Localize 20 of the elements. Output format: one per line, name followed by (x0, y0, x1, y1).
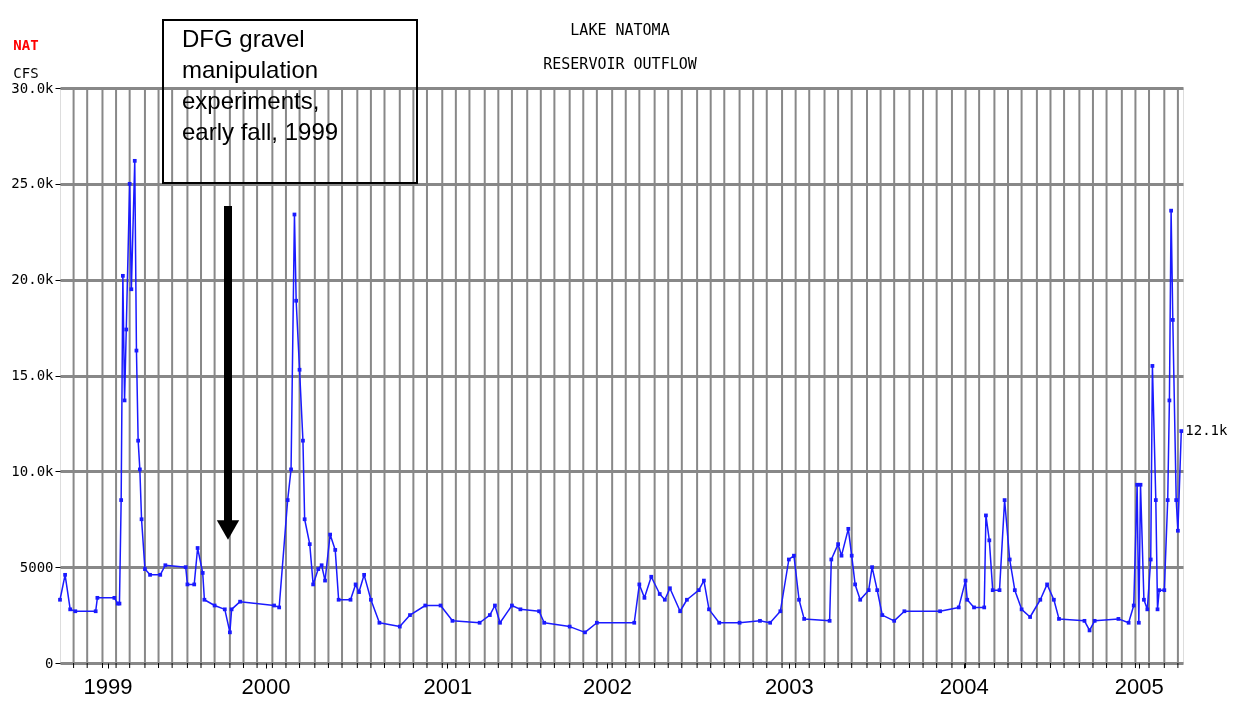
y-tick-label: 20.0k (11, 271, 55, 288)
x-tick-label: 2001 (423, 673, 473, 699)
y-tick-label: 30.0k (11, 79, 55, 96)
y-tick-label: 25.0k (11, 175, 55, 192)
chart-title: LAKE NATOMA (570, 21, 670, 39)
x-tick-label: 2002 (583, 673, 633, 699)
x-tick-label: 2005 (1114, 673, 1164, 699)
annotation: 12.1k (1185, 422, 1229, 439)
y-tick-label: 5000 (19, 558, 54, 575)
y-axis-title: CFS (13, 65, 39, 81)
y-tick-label: 15.0k (11, 367, 55, 383)
x-tick-label: 2003 (764, 673, 814, 699)
x-tick-label: 2004 (939, 673, 989, 699)
y-tick-label: 0 (45, 654, 54, 671)
x-tick-label: 1999 (83, 673, 133, 699)
text: NAT (13, 37, 39, 53)
y-tick-label: 10.0k (11, 462, 55, 479)
annotation: DFG gravel manipulation experiments, early fall, 1999 (182, 25, 339, 145)
chart-subtitle: RESERVOIR OUTFLOW (543, 55, 698, 73)
x-tick-label: 2000 (241, 673, 291, 699)
